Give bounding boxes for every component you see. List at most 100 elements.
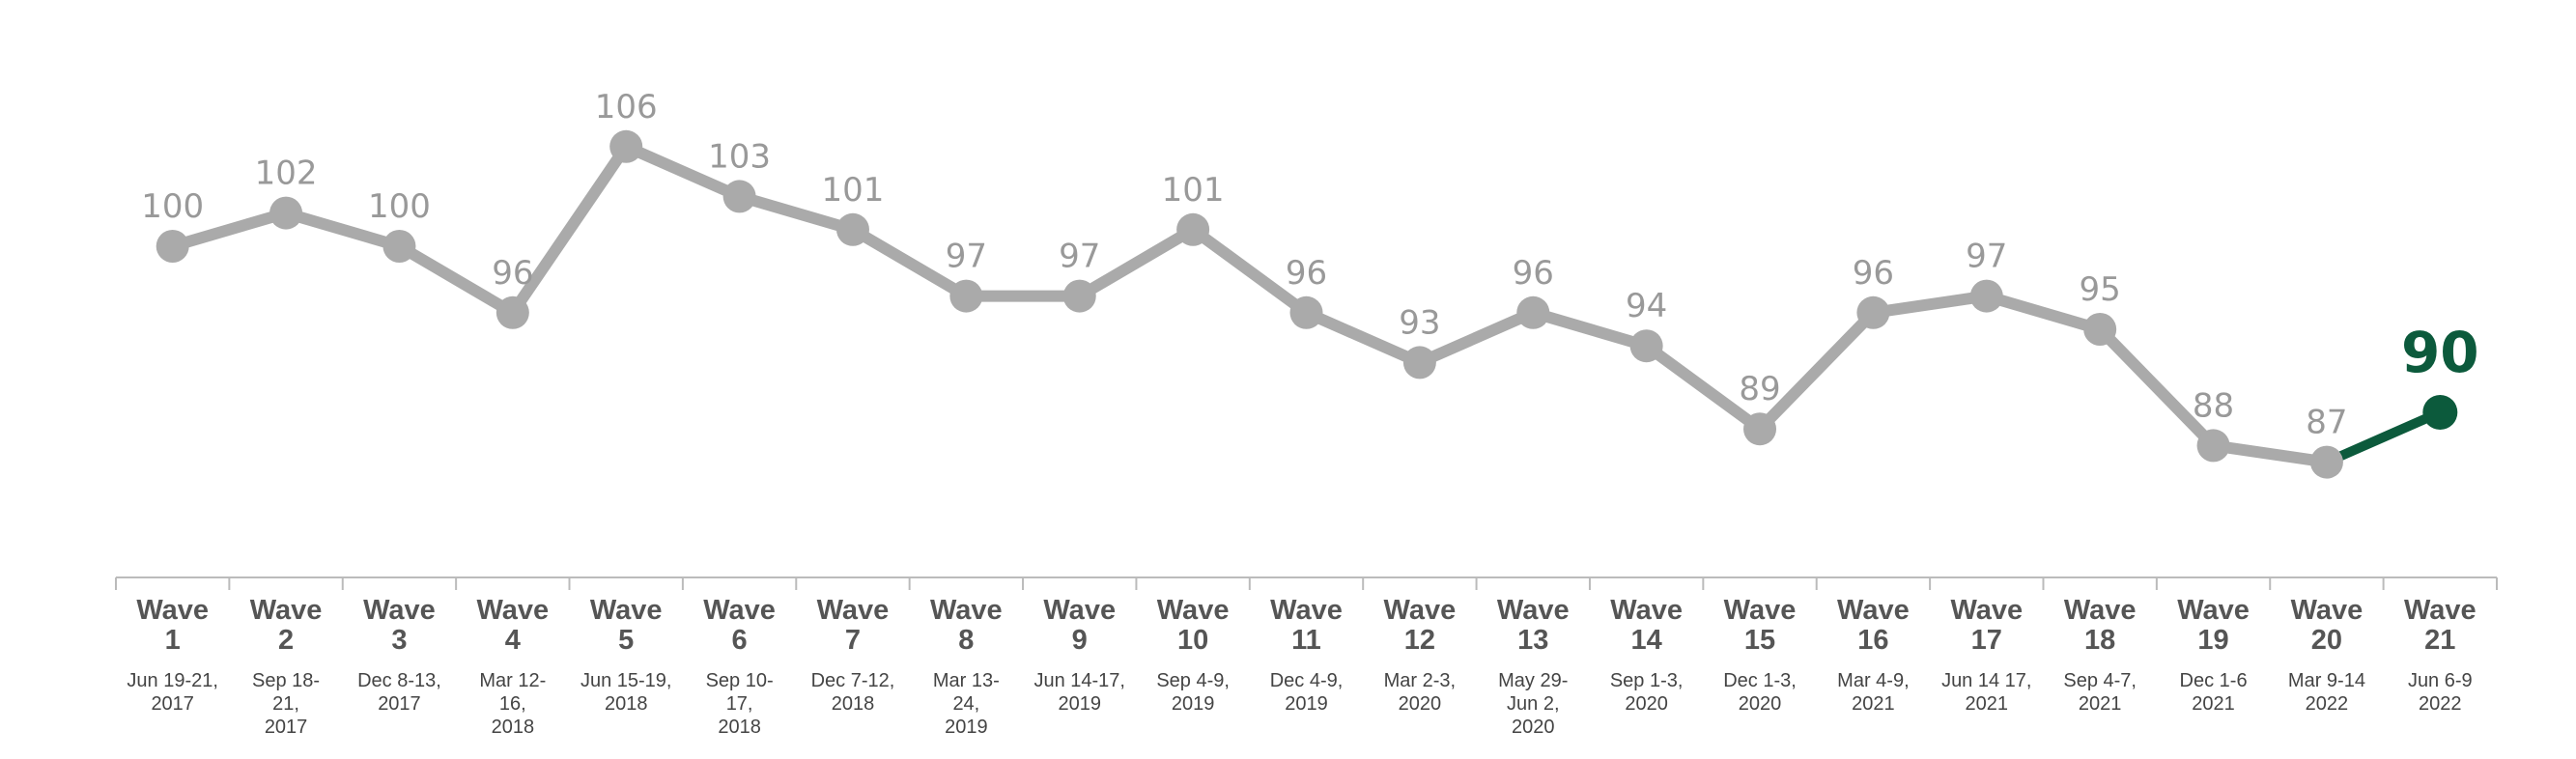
- line-segment-13: [1527, 306, 1653, 352]
- wave-date-line: Jun 19-21,: [127, 670, 218, 691]
- data-label-wave-14: 94: [1626, 287, 1667, 325]
- wave-word: Wave: [930, 595, 1003, 626]
- data-point-wave-17: [1969, 279, 2003, 313]
- line-segment-9: [1073, 223, 1200, 302]
- wave-date-line: 2020: [1399, 693, 1442, 715]
- data-point-wave-3: [382, 230, 416, 263]
- wave-date-line: 2020: [1625, 693, 1668, 715]
- wave-word: Wave: [1724, 595, 1797, 626]
- wave-date-line: 2020: [1739, 693, 1782, 715]
- data-point-wave-5: [609, 129, 643, 163]
- wave-date-line: Sep 4-7,: [2063, 670, 2137, 691]
- wave-word: Wave: [1610, 595, 1683, 626]
- wave-number: 16: [1857, 625, 1888, 656]
- wave-word: Wave: [363, 595, 436, 626]
- data-point-wave-21: [2422, 395, 2458, 430]
- line-segment-18: [2094, 323, 2220, 452]
- data-point-wave-1: [156, 230, 189, 263]
- wave-word: Wave: [1270, 595, 1343, 626]
- wave-word: Wave: [590, 595, 663, 626]
- wave-number: 4: [505, 625, 521, 656]
- data-label-wave-12: 93: [1399, 303, 1440, 342]
- line-segment-1: [166, 207, 293, 252]
- wave-word: Wave: [2064, 595, 2137, 626]
- x-axis-ticks: [115, 577, 2498, 590]
- wave-date-line: 2017: [378, 693, 421, 715]
- wave-date-line: 2017: [265, 717, 308, 738]
- wave-number: 5: [618, 625, 634, 656]
- wave-word: Wave: [1043, 595, 1116, 626]
- wave-date-line: 2021: [1966, 693, 2009, 715]
- series-points: [156, 129, 2458, 479]
- line-segment-17: [1980, 290, 2107, 335]
- wave-number: 1: [165, 625, 181, 656]
- data-label-wave-3: 100: [368, 187, 431, 226]
- wave-number: 19: [2197, 625, 2228, 656]
- wave-date-line: Sep 18-: [252, 670, 320, 691]
- wave-number: 6: [732, 625, 748, 656]
- line-segment-11: [1300, 306, 1426, 369]
- data-point-wave-12: [1402, 346, 1436, 380]
- wave-word: Wave: [2177, 595, 2250, 626]
- line-segment-5: [620, 140, 746, 203]
- data-label-wave-17: 97: [1966, 238, 2007, 276]
- wave-word: Wave: [1497, 595, 1570, 626]
- data-label-wave-20: 87: [2306, 404, 2347, 442]
- wave-date-line: Sep 4-9,: [1156, 670, 1230, 691]
- wave-date-line: 2021: [2192, 693, 2235, 715]
- wave-date-line: Jun 14 17,: [1941, 670, 2031, 691]
- wave-number: 20: [2311, 625, 2342, 656]
- data-point-wave-7: [835, 212, 869, 246]
- wave-date-line: 2019: [1172, 693, 1215, 715]
- line-segment-12: [1413, 306, 1540, 369]
- wave-date-line: 2022: [2306, 693, 2349, 715]
- line-segment-14: [1640, 340, 1767, 436]
- wave-date-line: Mar 12-: [479, 670, 546, 691]
- line-segment-2: [280, 207, 406, 252]
- wave-date-line: May 29-: [1498, 670, 1568, 691]
- wave-date-line: 2018: [832, 693, 875, 715]
- wave-date-line: Dec 4-9,: [1270, 670, 1344, 691]
- wave-date-line: Dec 8-13,: [357, 670, 441, 691]
- wave-number: 3: [391, 625, 407, 656]
- wave-date-line: Jun 14-17,: [1033, 670, 1125, 691]
- wave-number: 11: [1291, 625, 1321, 656]
- wave-word: Wave: [476, 595, 549, 626]
- line-segment-3: [393, 240, 519, 319]
- data-point-wave-16: [1856, 295, 1890, 329]
- wave-date-line: 2021: [2079, 693, 2122, 715]
- data-labels: 100 102 100 96 106 103 101 97 97 101 96 93 96 94 89 96 9…: [141, 88, 2478, 442]
- wave-date-line: Sep 1-3,: [1610, 670, 1684, 691]
- wave-date-line: Mar 9-14: [2288, 670, 2365, 691]
- wave-date-line: 2018: [492, 717, 535, 738]
- wave-date-line: 2018: [605, 693, 648, 715]
- data-point-wave-15: [1743, 412, 1777, 446]
- wave-date-line: 2022: [2419, 693, 2462, 715]
- wave-number: 13: [1517, 625, 1548, 656]
- data-point-wave-13: [1516, 295, 1550, 329]
- line-segment-4: [506, 140, 633, 319]
- data-label-wave-9: 97: [1059, 238, 1100, 276]
- line-segment-7: [846, 223, 973, 302]
- wave-word: Wave: [1950, 595, 2023, 626]
- data-label-wave-2: 102: [255, 155, 318, 193]
- wave-date-line: Mar 13-: [933, 670, 1000, 691]
- wave-date-line: 2019: [1058, 693, 1101, 715]
- wave-number: 21: [2424, 625, 2455, 656]
- data-label-wave-1: 100: [141, 187, 204, 226]
- data-label-wave-21: 90: [2401, 320, 2479, 385]
- data-label-wave-5: 106: [595, 88, 658, 126]
- wave-word: Wave: [703, 595, 776, 626]
- data-point-wave-9: [1062, 279, 1096, 313]
- data-label-wave-8: 97: [946, 238, 987, 276]
- wave-number: 14: [1631, 625, 1662, 656]
